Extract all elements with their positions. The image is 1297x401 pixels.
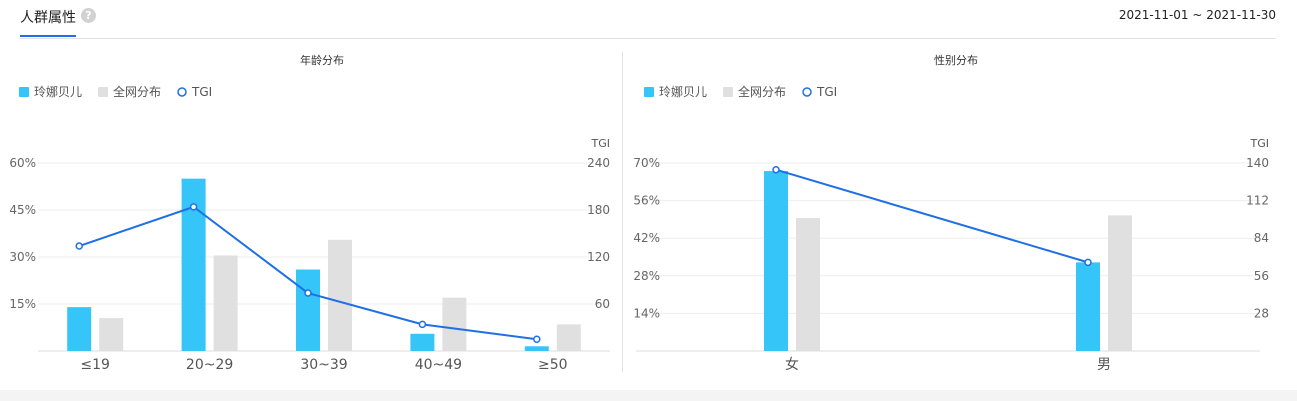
y-tick-left: 42% <box>633 231 660 245</box>
chart-title: 年龄分布 <box>300 53 344 67</box>
tgi-point-x <box>772 165 780 174</box>
tgi-point-20-29 <box>189 203 198 211</box>
legend-swatch-brand <box>19 87 29 97</box>
y-tick-left: 56% <box>633 194 660 208</box>
y-tick-right: 140 <box>1246 156 1269 170</box>
tab-crowd-attributes[interactable]: 人群属性 <box>20 10 76 26</box>
y-tick-right: 56 <box>1254 269 1269 283</box>
tgi-point-40-49 <box>418 320 427 329</box>
y-tick-right: 60 <box>595 297 610 311</box>
x-tick-label: 女 <box>785 356 799 373</box>
y-tick-left: 60% <box>9 156 36 170</box>
x-tick-label: 20~29 <box>186 357 233 373</box>
legend-swatch-tgi <box>177 87 187 97</box>
x-tick-label: ≤19 <box>80 357 110 373</box>
tgi-line <box>775 168 1089 264</box>
bar-brand-30-39 <box>296 269 320 351</box>
legend-label: 全网分布 <box>113 84 161 99</box>
section-header: 人群属性 ? 2021-11-01 ~ 2021-11-30 <box>0 0 1297 40</box>
y-tick-left: 45% <box>9 203 36 217</box>
bar-network-19 <box>99 318 124 351</box>
legend-label: 玲娜贝儿 <box>34 85 82 99</box>
bar-brand-19 <box>67 307 92 351</box>
right-axis-title: TGI <box>1250 137 1270 150</box>
legend-label-tgi: TGI <box>816 85 837 99</box>
legend-swatch-network <box>723 87 733 97</box>
x-tick-label: 30~39 <box>300 357 347 373</box>
y-tick-right: 84 <box>1254 231 1269 245</box>
y-tick-right: 240 <box>587 156 610 170</box>
bar-network-x <box>1108 215 1132 351</box>
y-tick-left: 14% <box>633 306 660 320</box>
legend-label: 玲娜贝儿 <box>659 85 707 99</box>
y-tick-right: 112 <box>1246 194 1269 208</box>
bar-brand-x <box>764 171 788 351</box>
legend-swatch-network <box>98 87 108 97</box>
x-tick-label: 男 <box>1097 357 1111 373</box>
bar-network-30-39 <box>328 239 352 351</box>
panel-divider <box>622 52 623 372</box>
right-axis-title: TGI <box>591 137 611 150</box>
bar-network-40-49 <box>442 297 467 351</box>
y-tick-left: 30% <box>9 250 36 264</box>
x-tick-label: 40~49 <box>415 357 462 373</box>
bar-network-50 <box>556 324 581 351</box>
header-divider <box>20 38 1276 39</box>
footer-band <box>0 390 1297 401</box>
chart-title: 性别分布 <box>934 53 978 67</box>
y-tick-left: 28% <box>633 269 660 283</box>
y-tick-right: 28 <box>1254 306 1269 320</box>
date-range[interactable]: 2021-11-01 ~ 2021-11-30 <box>1118 8 1276 22</box>
legend-label: 全网分布 <box>738 84 786 99</box>
bar-brand-50 <box>524 346 549 351</box>
y-tick-left: 70% <box>633 156 660 170</box>
help-icon[interactable]: ? <box>81 8 96 23</box>
bar-network-x <box>796 218 820 351</box>
legend-swatch-tgi <box>802 87 812 97</box>
x-tick-label: ≥50 <box>538 357 568 373</box>
active-tab-indicator <box>20 35 76 37</box>
bar-brand-x <box>1076 262 1100 351</box>
legend-swatch-brand <box>644 87 654 97</box>
y-tick-right: 180 <box>587 203 610 217</box>
y-tick-right: 120 <box>587 250 610 264</box>
legend-label-tgi: TGI <box>191 85 212 99</box>
tgi-point-30-39 <box>304 289 312 297</box>
tgi-point-50 <box>533 335 541 343</box>
bar-brand-40-49 <box>410 333 435 351</box>
y-tick-left: 15% <box>9 297 36 311</box>
tgi-point-19 <box>75 242 83 250</box>
bar-network-20-29 <box>213 255 238 351</box>
tgi-point-x <box>1084 258 1092 267</box>
